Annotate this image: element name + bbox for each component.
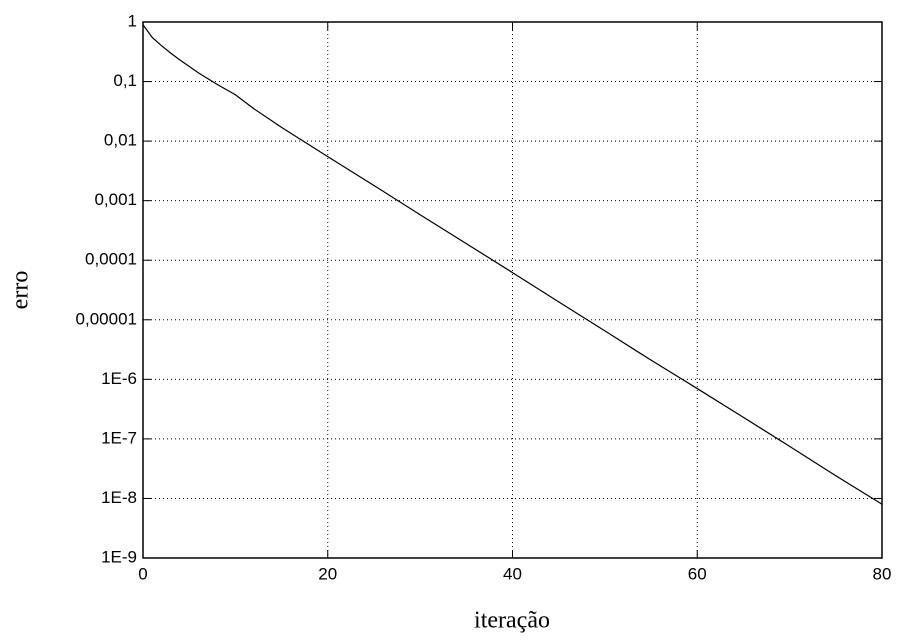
x-tick-label: 20: [318, 564, 337, 583]
x-tick-label: 0: [138, 564, 147, 583]
plot-frame: [142, 21, 883, 559]
x-tick-label: 60: [688, 564, 707, 583]
y-tick-label: 0,1: [113, 71, 137, 90]
line: [142, 24, 883, 505]
x-tick-label: 80: [873, 564, 892, 583]
y-tick-label: 0,0001: [85, 250, 137, 269]
y-tick-label: 0,001: [94, 190, 137, 209]
y-tick-label: 1E-7: [101, 428, 137, 447]
x-axis-label: iteração: [474, 608, 550, 634]
y-axis-label: erro: [8, 271, 34, 310]
y-tick-label: 1E-6: [101, 369, 137, 388]
y-tick-label: 1: [128, 11, 137, 30]
y-tick-label: 0,01: [104, 131, 137, 150]
y-tick-label: 1E-9: [101, 547, 137, 566]
y-tick-label: 1E-8: [101, 488, 137, 507]
y-tick-label: 0,00001: [76, 309, 137, 328]
x-tick-label: 40: [503, 564, 522, 583]
